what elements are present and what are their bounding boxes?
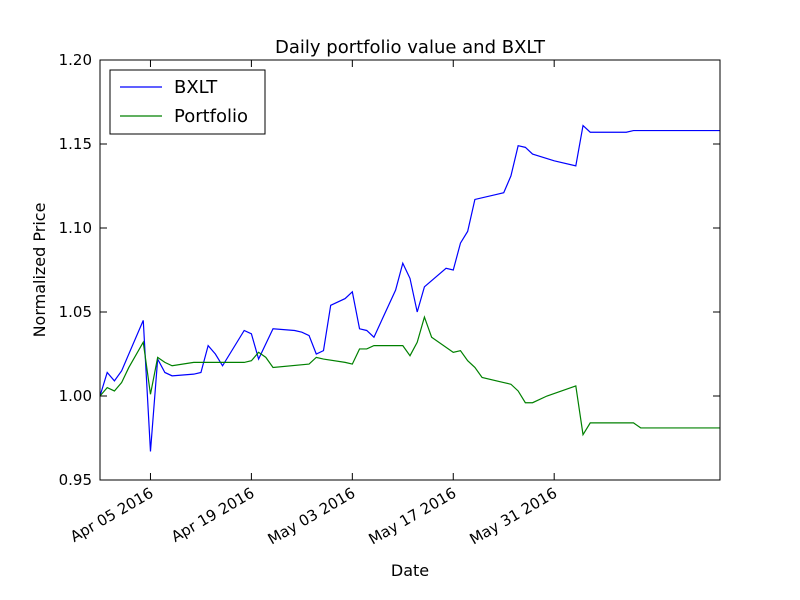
axes-frame	[99, 59, 721, 481]
chart-title: Daily portfolio value and BXLT	[275, 37, 546, 58]
y-tick-label: 1.00	[59, 387, 92, 405]
series-line-bxlt	[100, 124, 720, 452]
y-tick-label: 1.05	[59, 303, 92, 321]
legend-label-bxlt: BXLT	[174, 77, 218, 98]
x-axis-label: Date	[391, 561, 429, 580]
y-axis-label: Normalized Price	[30, 203, 49, 338]
y-tick-label: 1.20	[59, 51, 92, 69]
series-line-portfolio	[100, 315, 720, 437]
legend: BXLT Portfolio	[109, 69, 266, 135]
legend-box	[109, 69, 266, 135]
y-tick-label: 0.95	[59, 471, 92, 489]
y-tick-label: 1.15	[59, 135, 92, 153]
y-tick-label: 1.10	[59, 219, 92, 237]
legend-label-portfolio: Portfolio	[174, 106, 248, 127]
series-layer	[100, 124, 720, 452]
